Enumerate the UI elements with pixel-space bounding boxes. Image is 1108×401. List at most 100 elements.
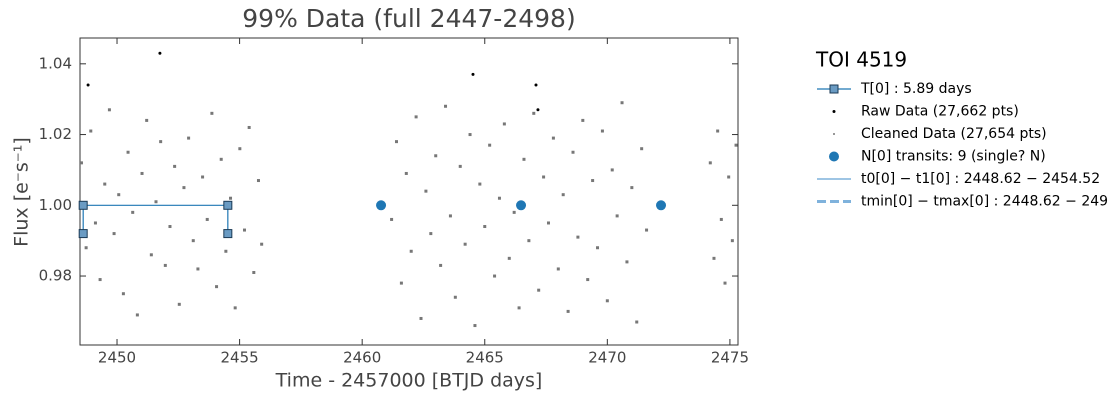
transit-marker: [656, 200, 667, 211]
data-point: [399, 281, 403, 285]
data-point: [177, 302, 181, 306]
data-point: [640, 147, 644, 151]
data-point: [453, 295, 457, 299]
data-point: [187, 136, 191, 140]
data-point: [224, 249, 228, 253]
period-marker: [223, 229, 233, 239]
raw-point: [534, 83, 538, 87]
data-point: [551, 136, 555, 140]
data-point: [532, 111, 536, 115]
data-point: [620, 101, 624, 105]
period-marker: [78, 229, 88, 239]
data-point: [89, 129, 93, 133]
data-point: [439, 263, 443, 267]
legend-label: tmin[0] − tmax[0] : 2448.62 − 2495.75: [861, 194, 1108, 210]
data-point: [630, 186, 634, 190]
data-point: [488, 143, 492, 147]
plot-frame: [79, 37, 739, 346]
data-point: [546, 221, 550, 225]
data-point: [576, 235, 580, 239]
data-point: [727, 175, 731, 179]
data-point: [140, 171, 144, 175]
data-point: [409, 249, 413, 253]
data-point: [215, 285, 219, 289]
data-point: [502, 122, 506, 126]
legend-label: t0[0] − t1[0] : 2448.62 − 2454.52: [861, 171, 1100, 187]
period-marker: [223, 200, 233, 210]
data-point: [243, 228, 246, 232]
data-point: [615, 214, 619, 218]
legend-symbol: [833, 133, 835, 135]
x-tick-label: 2475: [711, 349, 749, 367]
data-point: [173, 164, 177, 168]
legend-label: Raw Data (27,662 pts): [861, 104, 1019, 120]
data-point: [79, 161, 83, 165]
data-point: [93, 221, 97, 225]
data-point: [414, 115, 418, 119]
data-point: [542, 175, 546, 179]
data-point: [434, 154, 438, 158]
data-point: [260, 242, 264, 246]
data-point: [478, 182, 482, 186]
data-point: [591, 179, 595, 183]
data-point: [444, 104, 448, 108]
data-point: [556, 267, 560, 271]
data-point: [468, 133, 472, 137]
data-point: [566, 309, 570, 313]
data-point: [210, 111, 214, 115]
data-point: [168, 225, 172, 229]
data-point: [527, 239, 531, 243]
data-point: [610, 168, 614, 172]
data-point: [247, 125, 251, 129]
data-point: [517, 306, 521, 310]
data-point: [201, 175, 205, 179]
data-point: [429, 232, 433, 236]
y-axis-label: Flux [e⁻s⁻¹]: [11, 137, 33, 247]
data-point: [493, 274, 497, 278]
legend-label: Cleaned Data (27,654 pts): [861, 126, 1047, 142]
raw-point: [86, 83, 90, 87]
transit-marker: [376, 200, 387, 211]
data-point: [145, 118, 149, 122]
transit-marker: [516, 200, 527, 211]
data-point: [537, 288, 541, 292]
data-point: [424, 189, 428, 193]
data-point: [219, 157, 223, 161]
data-point: [126, 150, 130, 154]
period-line: [82, 204, 229, 234]
data-point: [723, 281, 727, 285]
data-point: [121, 292, 125, 296]
data-point: [154, 200, 158, 204]
data-point: [205, 217, 209, 221]
y-tick-label: 1.00: [39, 196, 72, 214]
data-point: [256, 179, 260, 183]
x-tick-label: 2455: [221, 349, 259, 367]
data-point: [182, 186, 186, 190]
data-point: [605, 299, 609, 303]
legend-symbol: [832, 110, 836, 113]
data-point: [522, 157, 526, 161]
data-point: [596, 246, 600, 250]
data-point: [716, 129, 720, 133]
data-point: [229, 196, 233, 200]
data-point: [196, 267, 200, 271]
data-point: [473, 324, 477, 328]
data-point: [625, 260, 629, 264]
data-point: [586, 278, 590, 282]
data-point: [107, 108, 111, 112]
x-tick-label: 2460: [343, 349, 381, 367]
legend-symbol: [829, 84, 839, 94]
data-point: [163, 263, 167, 267]
x-tick-label: 2470: [588, 349, 626, 367]
data-point: [117, 193, 121, 197]
data-point: [561, 193, 565, 197]
y-tick-label: 1.04: [39, 54, 72, 72]
legend-label: T[0] : 5.89 days: [860, 81, 972, 97]
data-point: [112, 232, 116, 236]
data-point: [734, 143, 738, 147]
data-point: [712, 256, 716, 260]
x-tick-label: 2450: [98, 349, 136, 367]
data-point: [635, 320, 639, 324]
data-point: [483, 225, 487, 229]
data-point: [600, 129, 604, 133]
